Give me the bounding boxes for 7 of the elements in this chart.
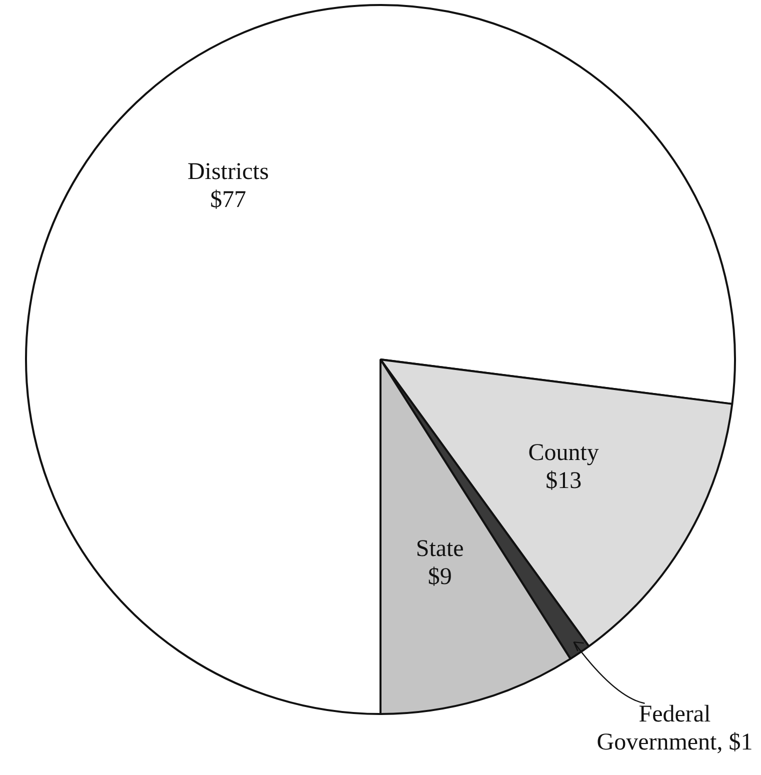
data-label: $13	[546, 468, 582, 494]
data-label: $77	[210, 186, 246, 213]
slice-label: Districts	[187, 158, 269, 185]
slice-label: Federal Government, $1	[596, 702, 753, 756]
slice-label: State	[416, 536, 464, 562]
slice-label: County	[528, 440, 599, 466]
data-label: $9	[428, 564, 452, 590]
